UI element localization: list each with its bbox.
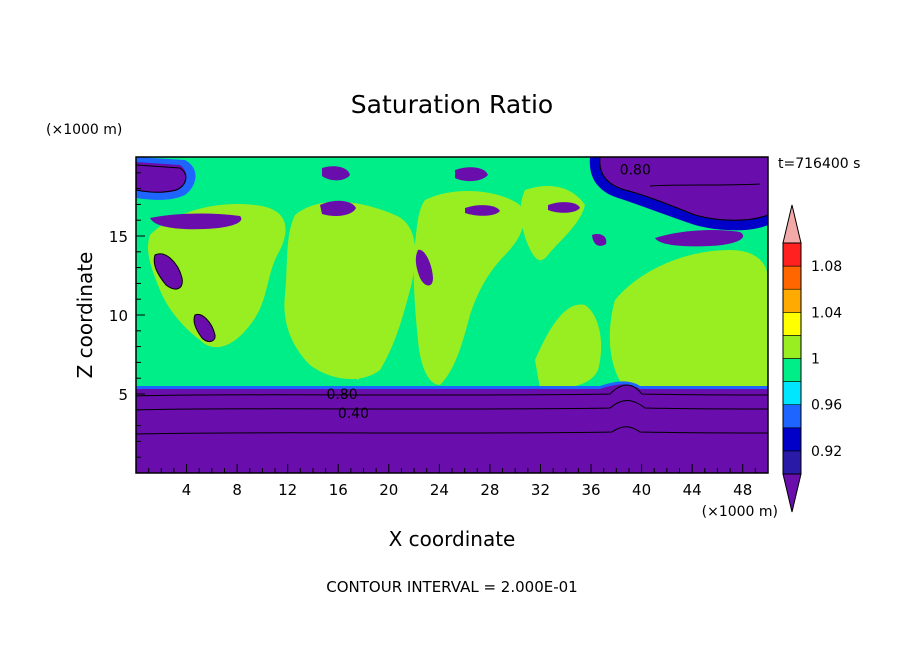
contour-line [136,426,768,435]
x-tick-label: 20 [379,481,398,499]
contour-lines [136,157,768,435]
dry-patch [415,249,433,286]
lower-dry-layer [136,384,768,473]
colorbar-bin [782,404,802,429]
dry-patch [655,230,744,247]
colorbar-bin [782,450,802,475]
x-tick-label: 40 [632,481,651,499]
contour-line [136,400,768,411]
x-unit-label: (×1000 m) [702,504,778,520]
colorbar-label: 1.04 [811,305,842,321]
y-axis: 5 10 15 [109,172,145,458]
colorbar-bin [782,311,802,336]
x-tick-label: 12 [278,481,297,499]
y-axis-label: Z coordinate [73,252,97,379]
dry-patch [592,234,607,246]
dry-patch [548,202,580,213]
dry-patch [599,157,768,221]
moist-patch [349,289,376,380]
y-tick-label: 5 [118,386,128,404]
x-tick-label: 28 [480,481,499,499]
contour-line [153,253,183,290]
dry-patch [455,167,488,182]
dry-patch [465,205,500,216]
colorbar-under-triangle [782,473,802,513]
x-tick-label: 8 [232,481,242,499]
colorbar-bin [782,381,802,406]
dry-patch [320,200,356,216]
contour-interval-footer: CONTOUR INTERVAL = 2.000E-01 [326,578,577,596]
dry-patch [154,253,183,290]
colorbar: 0.92 0.96 1 1.04 1.08 [782,204,842,513]
contour-line [193,313,216,343]
colorbar-label: 1.08 [811,259,842,275]
x-tick-label: 48 [733,481,752,499]
colorbar-bin [782,288,802,313]
dry-patch [322,166,350,181]
x-tick-label: 24 [430,481,449,499]
plot-area: 0.80 0.40 0.80 [136,157,768,473]
moist-patch [413,190,525,385]
moist-patch [284,201,416,380]
time-label: t=716400 s [778,156,860,172]
dry-patch [150,213,242,230]
x-tick-label: 32 [531,481,550,499]
contour-line [136,384,768,397]
contour-line [136,164,187,193]
colorbar-over-triangle [782,204,802,244]
colorbar-label: 1 [811,352,820,368]
x-tick-label: 44 [683,481,702,499]
x-tick-label: 36 [581,481,600,499]
contour-label: 0.80 [326,387,357,403]
colorbar-bin [782,265,802,290]
y-unit-label: (×1000 m) [46,122,122,138]
colorbar-bin [782,358,802,382]
dry-patch [193,314,216,342]
colorbar-label: 0.92 [811,444,842,460]
moist-patch [609,250,768,388]
contour-label: 0.40 [338,406,369,422]
x-tick-label: 16 [329,481,348,499]
x-axis-label: X coordinate [389,527,516,551]
moist-patch [535,304,602,389]
chart-title: Saturation Ratio [351,90,553,119]
colorbar-label: 0.96 [811,398,842,414]
contour-line [599,157,768,221]
colorbar-bin [782,242,802,267]
colorbar-frame [782,242,802,475]
y-tick-label: 15 [109,228,128,246]
colorbar-bin [782,335,802,359]
dry-patch [136,162,187,193]
contour-labels: 0.80 0.40 0.80 [326,163,651,422]
contour-label: 0.80 [620,163,651,179]
moist-patch [147,204,286,348]
x-axis: 4 8 12 16 20 24 28 32 36 40 44 48 [148,464,756,499]
contour-line [649,183,761,187]
colorbar-bin [782,427,802,452]
x-tick-label: 4 [182,481,192,499]
y-tick-label: 10 [109,307,128,325]
